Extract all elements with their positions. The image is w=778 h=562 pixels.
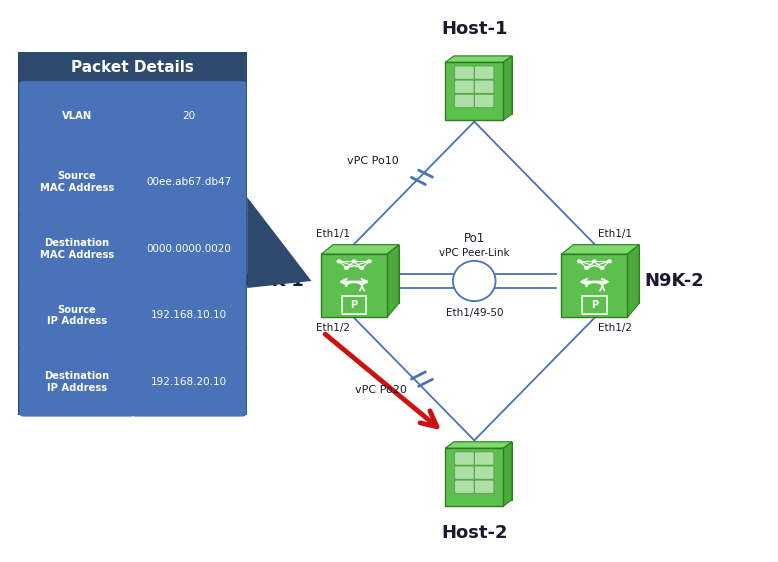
Polygon shape [503, 442, 512, 506]
FancyBboxPatch shape [475, 452, 494, 465]
FancyBboxPatch shape [454, 480, 474, 493]
Circle shape [338, 260, 341, 262]
FancyBboxPatch shape [19, 214, 135, 283]
FancyBboxPatch shape [454, 94, 474, 107]
Circle shape [601, 266, 604, 269]
FancyBboxPatch shape [475, 466, 494, 479]
FancyBboxPatch shape [19, 52, 247, 415]
FancyBboxPatch shape [454, 452, 474, 465]
FancyBboxPatch shape [454, 66, 474, 79]
Polygon shape [387, 244, 399, 318]
Text: Po1: Po1 [464, 232, 485, 244]
FancyBboxPatch shape [131, 347, 247, 416]
Text: Eth1/1: Eth1/1 [598, 229, 633, 239]
FancyBboxPatch shape [454, 80, 474, 93]
Circle shape [577, 260, 581, 262]
Text: 192.168.10.10: 192.168.10.10 [150, 310, 226, 320]
Text: vPC Peer-Link: vPC Peer-Link [439, 247, 510, 257]
FancyBboxPatch shape [475, 66, 494, 79]
Polygon shape [321, 254, 387, 318]
Circle shape [367, 260, 371, 262]
Text: N9K-2: N9K-2 [645, 272, 705, 290]
FancyBboxPatch shape [475, 94, 494, 107]
Text: VLAN: VLAN [61, 111, 92, 121]
Polygon shape [454, 442, 512, 500]
Polygon shape [445, 442, 512, 448]
Polygon shape [333, 244, 399, 303]
FancyBboxPatch shape [475, 80, 494, 93]
FancyBboxPatch shape [454, 466, 474, 479]
Circle shape [352, 260, 356, 262]
Polygon shape [247, 197, 311, 288]
Text: vPC Po20: vPC Po20 [355, 385, 406, 395]
Polygon shape [445, 56, 512, 62]
Text: 0000.0000.0020: 0000.0000.0020 [146, 244, 231, 254]
FancyBboxPatch shape [131, 81, 247, 151]
Polygon shape [562, 244, 640, 254]
Polygon shape [321, 244, 399, 254]
Circle shape [585, 266, 589, 269]
FancyBboxPatch shape [131, 214, 247, 283]
Polygon shape [627, 244, 640, 318]
Text: Destination
IP Address: Destination IP Address [44, 371, 110, 393]
Text: Host-1: Host-1 [441, 20, 507, 38]
Ellipse shape [453, 261, 496, 301]
Text: Packet Details: Packet Details [72, 60, 194, 75]
Text: Eth1/49-50: Eth1/49-50 [446, 308, 503, 318]
Polygon shape [503, 56, 512, 120]
Text: Eth1/2: Eth1/2 [316, 323, 350, 333]
FancyBboxPatch shape [342, 296, 366, 314]
FancyBboxPatch shape [19, 281, 135, 350]
Polygon shape [445, 62, 503, 120]
Text: Eth1/2: Eth1/2 [598, 323, 633, 333]
Text: vPC Po10: vPC Po10 [347, 156, 398, 166]
Text: 00ee.ab67.db47: 00ee.ab67.db47 [146, 177, 231, 187]
Text: N9K-1: N9K-1 [244, 272, 303, 290]
Circle shape [593, 260, 596, 262]
Text: P: P [351, 300, 358, 310]
FancyBboxPatch shape [19, 81, 135, 151]
Polygon shape [562, 254, 627, 318]
Text: Destination
MAC Address: Destination MAC Address [40, 238, 114, 260]
FancyBboxPatch shape [19, 347, 135, 416]
Polygon shape [454, 56, 512, 114]
Text: 20: 20 [182, 111, 195, 121]
Polygon shape [445, 448, 503, 506]
Polygon shape [573, 244, 640, 303]
FancyBboxPatch shape [583, 296, 607, 314]
Circle shape [345, 266, 349, 269]
Text: Source
MAC Address: Source MAC Address [40, 171, 114, 193]
FancyBboxPatch shape [131, 281, 247, 350]
Text: P: P [591, 300, 598, 310]
FancyBboxPatch shape [475, 480, 494, 493]
Text: Eth1/1: Eth1/1 [316, 229, 350, 239]
Text: Host-2: Host-2 [441, 524, 507, 542]
Text: Source
IP Address: Source IP Address [47, 305, 107, 326]
Circle shape [360, 266, 363, 269]
Text: 192.168.20.10: 192.168.20.10 [150, 377, 226, 387]
Circle shape [608, 260, 612, 262]
FancyBboxPatch shape [131, 148, 247, 217]
FancyBboxPatch shape [19, 148, 135, 217]
